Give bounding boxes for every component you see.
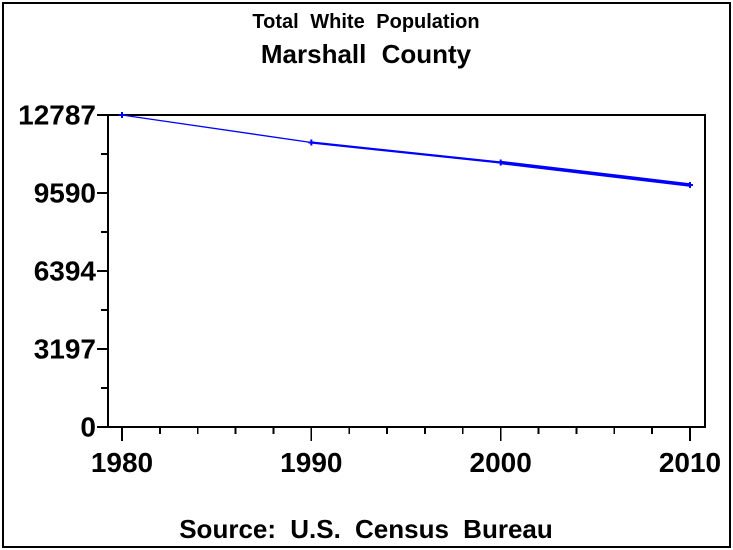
x-tick-label: 1990 <box>280 447 342 478</box>
y-tick-label: 3197 <box>34 333 96 364</box>
x-axis-ticks <box>121 427 691 441</box>
y-tick-label: 12787 <box>18 100 96 131</box>
source-footnote: Source: U.S. Census Bureau <box>179 514 553 544</box>
line-segment <box>311 141 501 164</box>
x-tick-label: 2010 <box>659 447 721 478</box>
chart-subtitle: Marshall County <box>261 39 472 69</box>
chart-title: Total White Population <box>252 11 479 33</box>
x-tick-label: 1980 <box>91 447 153 478</box>
x-tick-label: 2000 <box>470 447 532 478</box>
y-axis-ticks <box>97 114 108 428</box>
data-point-marker <box>687 181 693 188</box>
y-tick-label: 9590 <box>34 178 96 209</box>
plot-area-frame <box>107 114 706 428</box>
y-axis-labels: 0 3197 6394 9590 12787 <box>18 100 96 443</box>
line-segment <box>500 160 691 187</box>
y-tick-label: 0 <box>80 412 96 443</box>
y-tick-label: 6394 <box>34 255 97 286</box>
data-point-marker <box>497 159 504 166</box>
x-axis-labels: 1980 1990 2000 2010 <box>91 447 721 478</box>
data-point-marker <box>119 112 125 118</box>
population-line-series <box>119 112 693 188</box>
data-point-marker <box>308 139 315 146</box>
line-segment <box>121 114 312 144</box>
